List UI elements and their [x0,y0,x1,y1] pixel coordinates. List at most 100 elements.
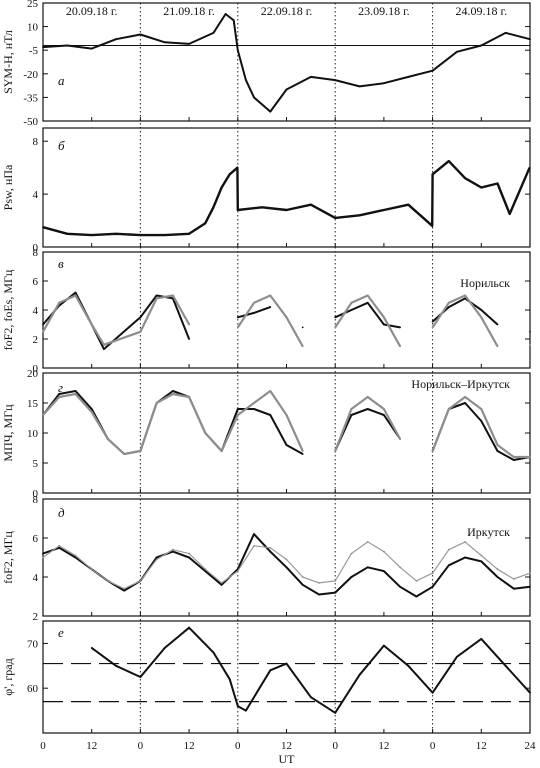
y-tick-label: 0 [33,488,39,500]
data-point [90,323,93,326]
data-point [399,438,401,440]
x-tick-label: 0 [430,740,436,752]
panel-label: в [58,256,64,271]
data-point [301,453,304,455]
data-point [236,570,239,572]
data-point [431,326,434,329]
data-point [366,396,369,398]
data-point [172,390,174,392]
data-point [407,76,410,78]
data-point [350,301,353,304]
data-point [115,664,117,667]
data-point [163,647,166,649]
data-point [139,676,142,678]
y-tick-label: 8 [33,494,39,506]
data-point [220,450,223,452]
series-line [42,541,531,590]
data-point [163,234,166,237]
x-tick-label: 0 [138,740,144,752]
data-point [115,38,117,41]
data-point [529,343,531,346]
data-point [188,338,191,340]
x-tick-label: 12 [86,740,97,752]
data-point [172,294,174,297]
panel-frame [42,2,531,122]
data-point [103,343,105,346]
station-label: Норильск [460,276,510,290]
panel-5: 2 4 6 8 foF2, МГц д Иркутск [1,494,531,623]
data-point [431,450,434,452]
data-point [383,408,385,410]
data-point [366,541,369,543]
data-point [529,585,531,588]
y-tick-label: 70 [27,638,39,650]
data-point [74,554,77,557]
data-point [496,576,499,578]
date-label: 21.09.18 г. [163,4,215,18]
data-point [383,316,385,319]
data-point [66,232,69,235]
data-point [269,546,272,549]
data-point [383,323,385,326]
data-point [285,209,288,211]
y-tick-label: 0 [33,242,39,254]
data-point [431,173,434,176]
data-point [74,393,77,395]
data-point [139,580,142,582]
y-axis-title: foF2, foEs, МГц [1,269,15,350]
data-point [480,408,483,410]
data-point [464,402,466,404]
data-point [212,206,215,209]
y-axis-title: foF2, МГц [1,531,15,584]
data-point [334,711,337,714]
data-point [107,438,109,440]
data-point [285,414,288,416]
data-point [415,580,418,582]
panel-6: 60 70 φ', град е [1,620,531,734]
data-point [90,647,93,649]
data-point [74,556,77,559]
panel-frame [42,127,531,248]
x-tick-label: 0 [235,740,241,752]
data-point [529,38,531,41]
time-axis: 0 12 0 12 0 12 0 12 0 12 24 UT [40,740,536,766]
data-point [188,323,191,326]
data-point [358,85,361,88]
data-point [188,552,191,555]
data-point [139,33,142,36]
y-axis-title: φ', град [1,658,15,695]
data-point [90,568,93,571]
data-point [399,326,401,329]
data-point [447,301,450,304]
data-point [188,232,191,235]
data-point [480,44,483,47]
data-point [204,570,207,572]
data-point [456,50,458,53]
data-point [123,587,126,590]
y-tick-label: 5 [33,458,39,470]
data-point [285,558,288,561]
data-point [236,414,239,416]
x-tick-label: 12 [378,740,389,752]
data-point [74,294,77,297]
data-point [334,450,337,452]
y-tick-label: 4 [33,189,39,201]
panel-frame [42,498,531,617]
data-point [285,662,288,665]
series-line [42,533,531,598]
data-point [504,664,507,667]
data-point [139,316,142,319]
data-point [480,638,483,640]
series-line [42,390,531,461]
panel-3: 0 2 4 6 8 foF2, foEs, МГц в Норильск [1,247,531,375]
data-point [90,411,93,413]
data-point [496,568,499,571]
data-point [269,414,272,416]
data-point [431,224,434,227]
data-point [285,566,288,569]
data-point [269,306,272,308]
y-tick-label: -50 [23,116,38,128]
data-point [496,444,499,446]
data-point [172,550,174,553]
y-tick-label: 10 [27,22,39,34]
